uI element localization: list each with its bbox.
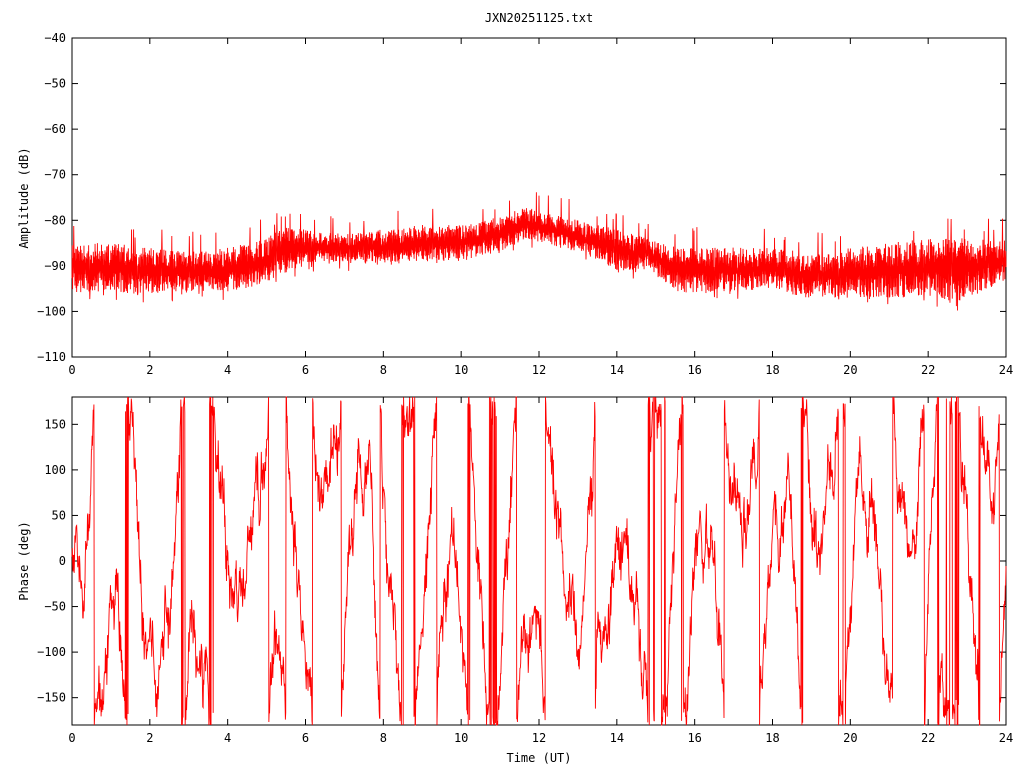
phase-x-tick-label: 2 bbox=[146, 731, 153, 745]
amplitude-series bbox=[71, 192, 1007, 311]
phase-panel: 0 2 4 6 8 10 12 14 16 18 20 22 24−150−100−5005010015… bbox=[17, 396, 1013, 765]
phase-x-tick-label: 4 bbox=[224, 731, 231, 745]
amplitude-x-tick-label: 8 bbox=[380, 363, 387, 377]
phase-x-tick-label: 18 bbox=[765, 731, 779, 745]
phase-y-tick-label: 50 bbox=[52, 508, 66, 522]
phase-x-tick-label: 24 bbox=[999, 731, 1013, 745]
amplitude-series-line bbox=[71, 192, 1007, 311]
amplitude-y-tick-label: −90 bbox=[44, 259, 66, 273]
amplitude-x-tick-label: 24 bbox=[999, 363, 1013, 377]
chart-title: JXN20251125.txt bbox=[485, 11, 593, 25]
amplitude-x-tick-label: 0 bbox=[68, 363, 75, 377]
amplitude-x-tick-label: 6 bbox=[302, 363, 309, 377]
amplitude-y-tick-label: −60 bbox=[44, 122, 66, 136]
amplitude-y-tick-label: −110 bbox=[37, 350, 66, 364]
phase-x-tick-label: 20 bbox=[843, 731, 857, 745]
phase-y-tick-label: 100 bbox=[44, 463, 66, 477]
phase-x-tick-label: 8 bbox=[380, 731, 387, 745]
phase-y-tick-label: 150 bbox=[44, 417, 66, 431]
phase-x-axis-label: Time (UT) bbox=[506, 751, 571, 765]
amplitude-y-axis-label: Amplitude (dB) bbox=[17, 147, 31, 248]
phase-series bbox=[71, 396, 1007, 726]
amplitude-x-tick-label: 14 bbox=[610, 363, 624, 377]
amplitude-y-tick-label: −100 bbox=[37, 304, 66, 318]
phase-x-tick-label: 10 bbox=[454, 731, 468, 745]
amplitude-y-tick-label: −40 bbox=[44, 31, 66, 45]
phase-y-axis-label: Phase (deg) bbox=[17, 521, 31, 600]
amplitude-x-tick-label: 22 bbox=[921, 363, 935, 377]
amplitude-x-tick-label: 2 bbox=[146, 363, 153, 377]
phase-x-tick-label: 0 bbox=[68, 731, 75, 745]
phase-y-tick-label: −50 bbox=[44, 600, 66, 614]
phase-x-tick-label: 22 bbox=[921, 731, 935, 745]
phase-series-line bbox=[71, 396, 1007, 726]
phase-x-tick-label: 12 bbox=[532, 731, 546, 745]
phase-y-tick-label: −150 bbox=[37, 691, 66, 705]
amplitude-x-tick-label: 20 bbox=[843, 363, 857, 377]
phase-y-tick-label: −100 bbox=[37, 645, 66, 659]
amplitude-x-tick-label: 18 bbox=[765, 363, 779, 377]
phase-axis-ticks: 0 2 4 6 8 10 12 14 16 18 20 22 24−150−100−5005010015… bbox=[37, 397, 1013, 745]
amplitude-panel: 0 2 4 6 8 10 12 14 16 18 20 22 24−110−100−90−80−70−6… bbox=[17, 31, 1013, 377]
phase-x-tick-label: 6 bbox=[302, 731, 309, 745]
amplitude-x-tick-label: 4 bbox=[224, 363, 231, 377]
amplitude-y-tick-label: −70 bbox=[44, 168, 66, 182]
phase-x-tick-label: 16 bbox=[687, 731, 701, 745]
phase-x-tick-label: 14 bbox=[610, 731, 624, 745]
amplitude-x-tick-label: 12 bbox=[532, 363, 546, 377]
amplitude-y-tick-label: −50 bbox=[44, 77, 66, 91]
amplitude-x-tick-label: 16 bbox=[687, 363, 701, 377]
amplitude-x-tick-label: 10 bbox=[454, 363, 468, 377]
phase-plot-frame bbox=[71, 396, 1007, 726]
phase-y-tick-label: 0 bbox=[59, 554, 66, 568]
amplitude-y-tick-label: −80 bbox=[44, 213, 66, 227]
amplitude-axis-ticks: 0 2 4 6 8 10 12 14 16 18 20 22 24−110−100−90−80−70−6… bbox=[37, 31, 1013, 377]
